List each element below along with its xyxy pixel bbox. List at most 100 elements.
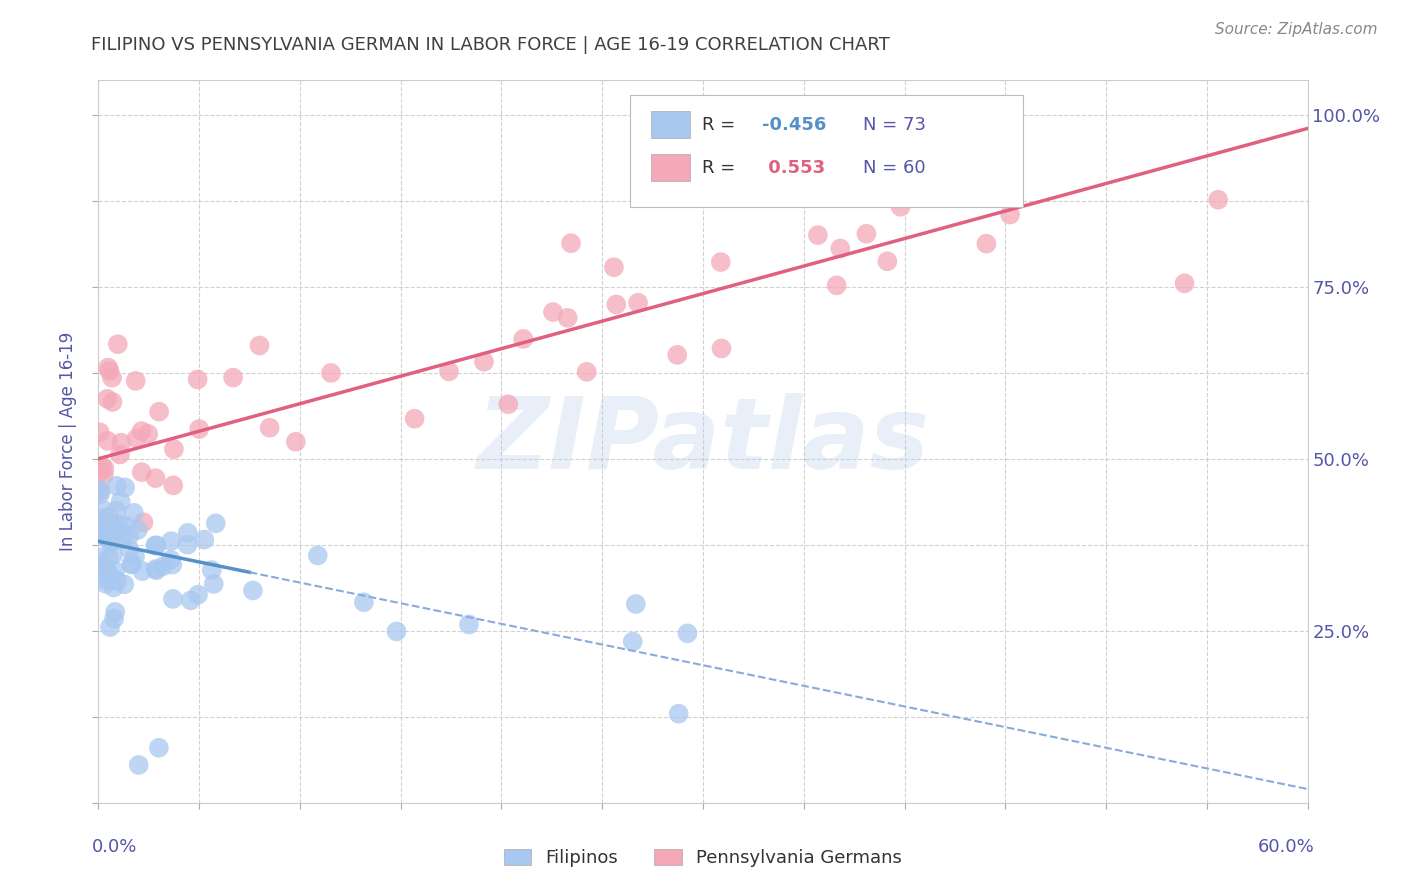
Text: FILIPINO VS PENNSYLVANIA GERMAN IN LABOR FORCE | AGE 16-19 CORRELATION CHART: FILIPINO VS PENNSYLVANIA GERMAN IN LABOR…	[91, 36, 890, 54]
Point	[145, 471, 167, 485]
Point	[91, 559, 114, 574]
Point	[202, 577, 225, 591]
Text: 60.0%: 60.0%	[1258, 838, 1315, 856]
Point	[131, 424, 153, 438]
Point	[89, 483, 111, 497]
Point	[103, 581, 125, 595]
Point	[101, 370, 124, 384]
Point	[97, 550, 120, 565]
Point	[90, 529, 112, 543]
Point	[107, 524, 129, 538]
Point	[104, 605, 127, 619]
Point	[115, 519, 138, 533]
Point	[93, 467, 115, 482]
Text: 0.553: 0.553	[762, 160, 825, 178]
Text: N = 60: N = 60	[863, 160, 925, 178]
Point	[145, 562, 167, 576]
Point	[162, 478, 184, 492]
Point	[89, 550, 111, 565]
Point	[512, 332, 534, 346]
Point	[162, 591, 184, 606]
Point	[624, 597, 647, 611]
Point	[96, 392, 118, 406]
Text: -0.456: -0.456	[762, 116, 827, 134]
Point	[825, 278, 848, 293]
Point	[1173, 277, 1195, 291]
Point	[128, 758, 150, 772]
Point	[122, 506, 145, 520]
Point	[710, 255, 733, 269]
Point	[93, 511, 115, 525]
Point	[93, 503, 115, 517]
Point	[96, 573, 118, 587]
Point	[353, 595, 375, 609]
Point	[120, 558, 142, 572]
Point	[676, 626, 699, 640]
Point	[557, 310, 579, 325]
Point	[96, 524, 118, 539]
Point	[437, 364, 460, 378]
Point	[97, 566, 120, 581]
Point	[105, 479, 128, 493]
Point	[98, 364, 121, 378]
Point	[98, 620, 121, 634]
Point	[98, 571, 121, 585]
Point	[101, 548, 124, 562]
Point	[107, 337, 129, 351]
Point	[204, 516, 226, 531]
Point	[89, 465, 111, 479]
Point	[101, 395, 124, 409]
Point	[404, 411, 426, 425]
Point	[131, 564, 153, 578]
Point	[105, 503, 128, 517]
Point	[97, 360, 120, 375]
Point	[118, 542, 141, 557]
Point	[259, 421, 281, 435]
Point	[125, 431, 148, 445]
Text: Source: ZipAtlas.com: Source: ZipAtlas.com	[1215, 22, 1378, 37]
Point	[605, 297, 627, 311]
Legend: Filipinos, Pennsylvania Germans: Filipinos, Pennsylvania Germans	[496, 841, 910, 874]
Point	[710, 342, 733, 356]
Point	[472, 355, 495, 369]
Point	[177, 525, 200, 540]
Point	[100, 536, 122, 550]
Point	[136, 426, 159, 441]
Text: R =: R =	[702, 116, 741, 134]
Point	[976, 236, 998, 251]
Point	[114, 480, 136, 494]
Point	[187, 372, 209, 386]
Bar	[651, 111, 690, 138]
Point	[385, 624, 408, 639]
Point	[105, 574, 128, 588]
Point	[458, 617, 481, 632]
Y-axis label: In Labor Force | Age 16-19: In Labor Force | Age 16-19	[59, 332, 77, 551]
Point	[89, 487, 111, 501]
Point	[143, 539, 166, 553]
Bar	[651, 154, 690, 181]
Point	[112, 577, 135, 591]
Point	[98, 510, 121, 524]
Point	[666, 348, 689, 362]
Point	[94, 516, 117, 530]
Point	[121, 557, 143, 571]
Point	[249, 338, 271, 352]
Point	[876, 254, 898, 268]
Point	[188, 422, 211, 436]
Point	[319, 366, 342, 380]
Point	[94, 558, 117, 573]
Point	[124, 549, 146, 564]
Point	[94, 576, 117, 591]
Point	[242, 583, 264, 598]
Point	[187, 588, 209, 602]
Point	[998, 208, 1021, 222]
Point	[193, 533, 215, 547]
Point	[104, 520, 127, 534]
Point	[91, 459, 114, 474]
Point	[104, 565, 127, 579]
Point	[222, 370, 245, 384]
Point	[621, 634, 644, 648]
Point	[110, 494, 132, 508]
Point	[94, 527, 117, 541]
Point	[307, 549, 329, 563]
